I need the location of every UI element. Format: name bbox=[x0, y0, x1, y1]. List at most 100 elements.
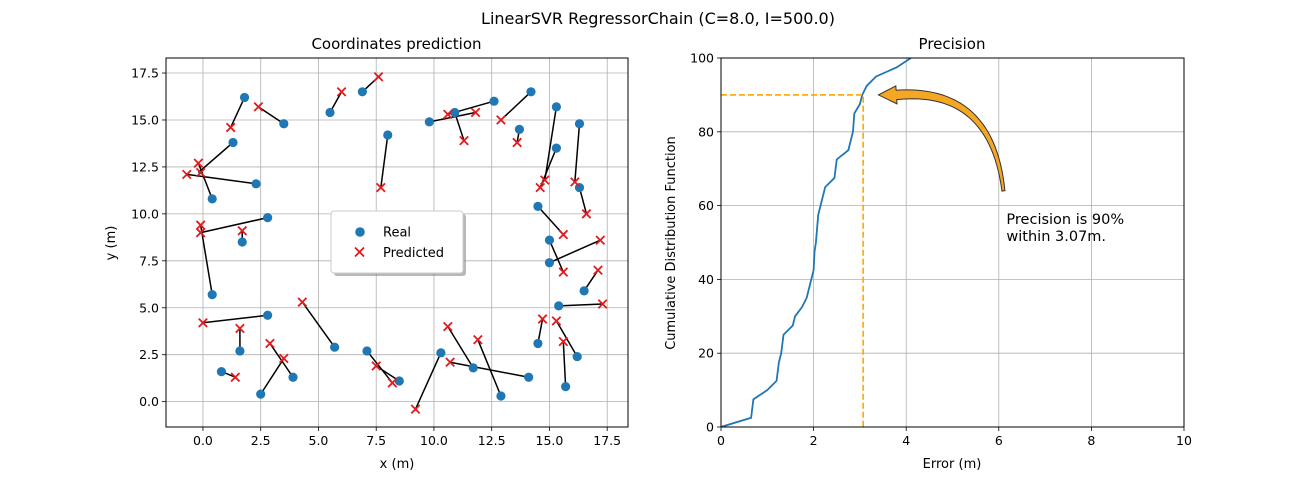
legend-real-label: Real bbox=[383, 226, 411, 241]
legend-predicted-label: Predicted bbox=[383, 246, 444, 261]
predicted-point bbox=[297, 297, 308, 307]
error-segment bbox=[257, 106, 285, 125]
predicted-point bbox=[512, 137, 522, 148]
right-x-tick-label: 8 bbox=[1087, 433, 1095, 448]
real-point bbox=[263, 213, 273, 223]
predicted-point bbox=[193, 158, 204, 168]
left-axes-frame bbox=[165, 57, 629, 428]
right-grid bbox=[720, 57, 1185, 428]
left-x-ticks: 0.0 2.5 5.0 7.5 10.0 12.5 15.0 17.5 bbox=[193, 427, 621, 448]
real-point bbox=[237, 237, 247, 247]
legend-predicted-marker bbox=[354, 246, 365, 258]
real-point bbox=[554, 301, 564, 311]
real-point bbox=[544, 235, 555, 245]
real-point bbox=[496, 391, 506, 401]
error-segment bbox=[429, 111, 476, 123]
real-point bbox=[235, 346, 245, 356]
predicted-point bbox=[237, 225, 248, 236]
real-point bbox=[357, 87, 367, 97]
real-point bbox=[533, 338, 543, 349]
left-x-tick-label: 12.5 bbox=[478, 433, 506, 448]
error-segment bbox=[200, 216, 268, 234]
legend-real-marker bbox=[355, 227, 365, 237]
predicted-point bbox=[225, 122, 236, 133]
left-y-tick-label: 0.0 bbox=[139, 394, 159, 409]
error-segment bbox=[562, 341, 567, 387]
right-x-tick-label: 0 bbox=[717, 433, 725, 448]
figure-title: LinearSVR RegressorChain (C=8.0, I=500.0… bbox=[481, 9, 835, 28]
real-point bbox=[394, 376, 404, 386]
real-point bbox=[574, 119, 585, 129]
left-y-tick-label: 12.5 bbox=[131, 159, 159, 174]
predicted-point bbox=[181, 169, 192, 180]
right-y-tick-label: 80 bbox=[698, 124, 714, 139]
error-segment bbox=[301, 301, 336, 348]
predicted-point bbox=[558, 267, 569, 277]
real-point bbox=[424, 117, 434, 127]
right-x-tick-label: 6 bbox=[995, 433, 1003, 448]
real-points bbox=[207, 87, 589, 401]
real-point bbox=[279, 119, 289, 129]
error-segment bbox=[202, 314, 268, 324]
error-segment bbox=[197, 141, 234, 174]
left-y-tick-label: 2.5 bbox=[139, 347, 159, 362]
predicted-point bbox=[371, 361, 382, 371]
error-segment bbox=[477, 339, 502, 397]
predicted-point bbox=[387, 378, 398, 388]
predicted-point bbox=[459, 135, 469, 146]
right-plot-title: Precision bbox=[919, 35, 986, 53]
left-x-tick-label: 7.5 bbox=[366, 433, 386, 448]
left-x-axis-label: x (m) bbox=[380, 457, 415, 472]
predicted-point bbox=[551, 316, 562, 326]
error-segment bbox=[574, 123, 581, 182]
error-segment bbox=[537, 205, 564, 236]
real-point bbox=[251, 179, 261, 189]
real-point bbox=[450, 107, 460, 118]
real-point bbox=[533, 201, 543, 211]
predicted-point bbox=[195, 227, 206, 238]
right-x-tick-label: 10 bbox=[1176, 433, 1192, 448]
real-point bbox=[207, 290, 217, 300]
predicted-point bbox=[195, 167, 206, 178]
error-segment bbox=[197, 162, 213, 200]
right-y-tick-label: 20 bbox=[698, 346, 714, 361]
predicted-point bbox=[558, 229, 569, 240]
error-segment bbox=[199, 225, 213, 295]
predicted-point bbox=[373, 71, 384, 82]
left-x-tick-label: 17.5 bbox=[593, 433, 621, 448]
predicted-point bbox=[570, 177, 580, 187]
real-point bbox=[436, 348, 446, 358]
error-segment bbox=[500, 91, 532, 121]
right-axes-frame bbox=[720, 57, 1185, 428]
real-point bbox=[216, 367, 227, 377]
precision-annotation: Precision is 90%within 3.07m. bbox=[877, 85, 1124, 245]
error-segment bbox=[366, 350, 393, 384]
predicted-point bbox=[278, 353, 289, 364]
error-segment bbox=[558, 303, 603, 307]
real-point bbox=[526, 87, 536, 97]
predicted-point bbox=[442, 109, 453, 120]
predicted-point bbox=[195, 220, 206, 230]
predicted-point bbox=[537, 314, 548, 324]
real-point bbox=[561, 382, 571, 392]
cdf-line bbox=[721, 58, 912, 427]
predicted-point bbox=[558, 336, 569, 347]
error-segment bbox=[447, 326, 474, 369]
left-y-ticks: 0.0 2.5 5.0 7.5 10.0 12.5 15.0 17.5 bbox=[131, 66, 166, 409]
predicted-point bbox=[375, 182, 386, 193]
left-plot-title: Coordinates prediction bbox=[311, 35, 481, 53]
real-point bbox=[239, 92, 250, 103]
left-y-tick-label: 7.5 bbox=[139, 253, 159, 268]
right-y-tick-label: 40 bbox=[698, 272, 714, 287]
error-segment bbox=[229, 97, 246, 128]
error-segment bbox=[414, 352, 442, 410]
predicted-point bbox=[265, 338, 275, 349]
left-y-tick-label: 15.0 bbox=[131, 112, 159, 127]
real-point bbox=[383, 130, 393, 140]
error-segment bbox=[380, 134, 389, 188]
real-point bbox=[572, 351, 582, 362]
right-y-tick-label: 0 bbox=[706, 420, 714, 435]
left-y-tick-label: 10.0 bbox=[131, 206, 159, 221]
real-point bbox=[362, 346, 372, 356]
